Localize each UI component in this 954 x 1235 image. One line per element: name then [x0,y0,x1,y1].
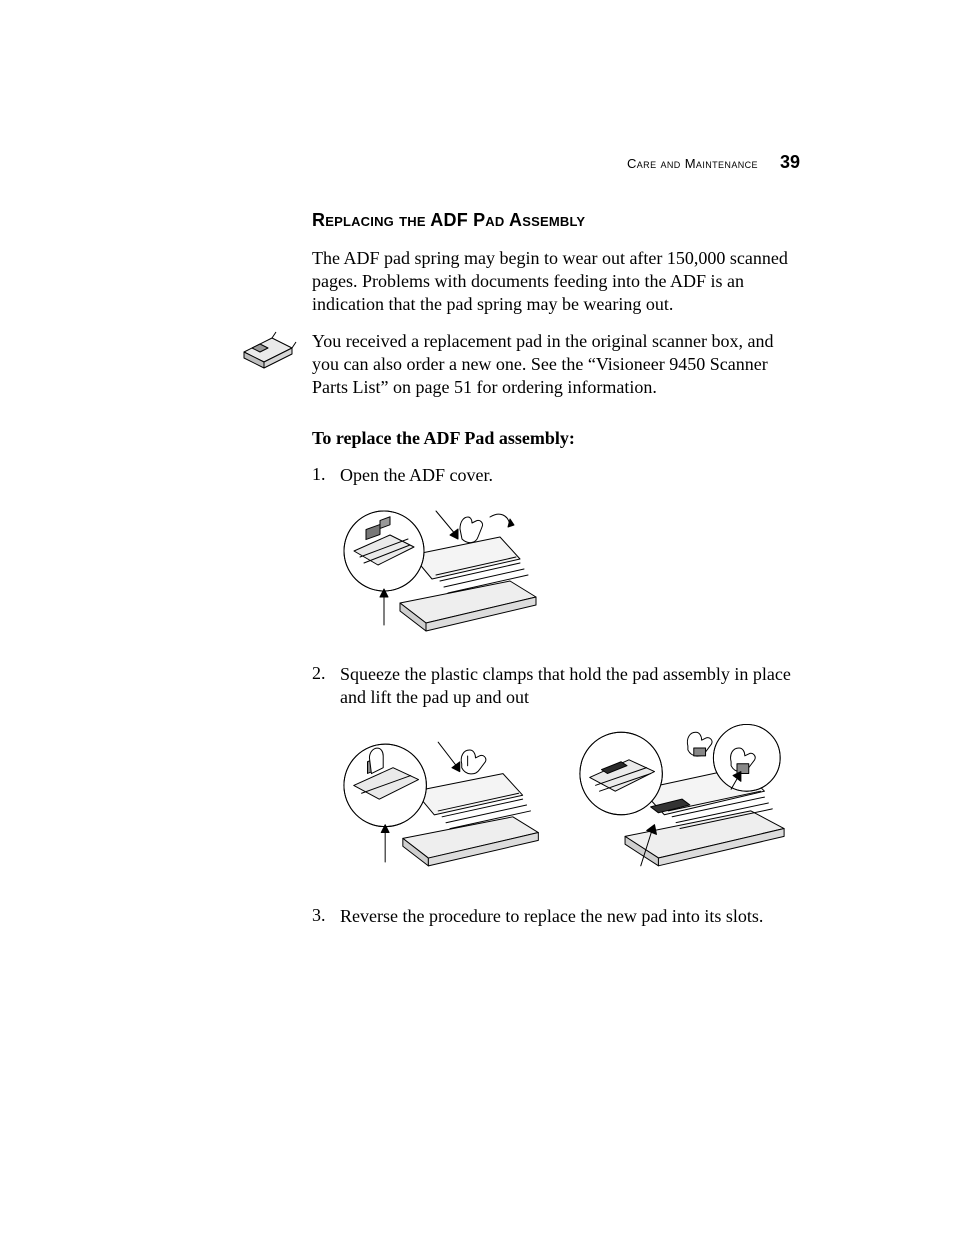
figure-step-1 [340,495,800,645]
list-item: 2. Squeeze the plastic clamps that hold … [312,663,800,709]
procedure-list: 1. Open the ADF cover. [312,464,800,928]
step-text: Reverse the procedure to replace the new… [340,905,800,928]
intro-paragraph-2: You received a replacement pad in the or… [312,330,800,399]
scanner-illustration-1 [340,495,540,645]
page-number: 39 [780,152,800,172]
intro-paragraph-1: The ADF pad spring may begin to wear out… [312,247,800,316]
scanner-illustration-2b [574,717,800,887]
margin-note-icon [238,328,298,381]
list-item: 3. Reverse the procedure to replace the … [312,905,800,928]
step-text: Squeeze the plastic clamps that hold the… [340,663,800,709]
scanner-illustration-2a [340,727,546,887]
section-heading: Replacing the ADF Pad Assembly [312,210,800,231]
pad-icon [238,328,298,376]
section-title: Care and Maintenance [627,156,758,171]
figure-step-2 [340,717,800,887]
step-number: 3. [312,905,340,928]
step-number: 1. [312,464,340,487]
running-header: Care and Maintenance 39 [627,152,800,173]
procedure-title: To replace the ADF Pad assembly: [312,427,800,450]
list-item: 1. Open the ADF cover. [312,464,800,487]
step-number: 2. [312,663,340,709]
step-text: Open the ADF cover. [340,464,800,487]
main-content: Replacing the ADF Pad Assembly The ADF p… [312,210,800,936]
